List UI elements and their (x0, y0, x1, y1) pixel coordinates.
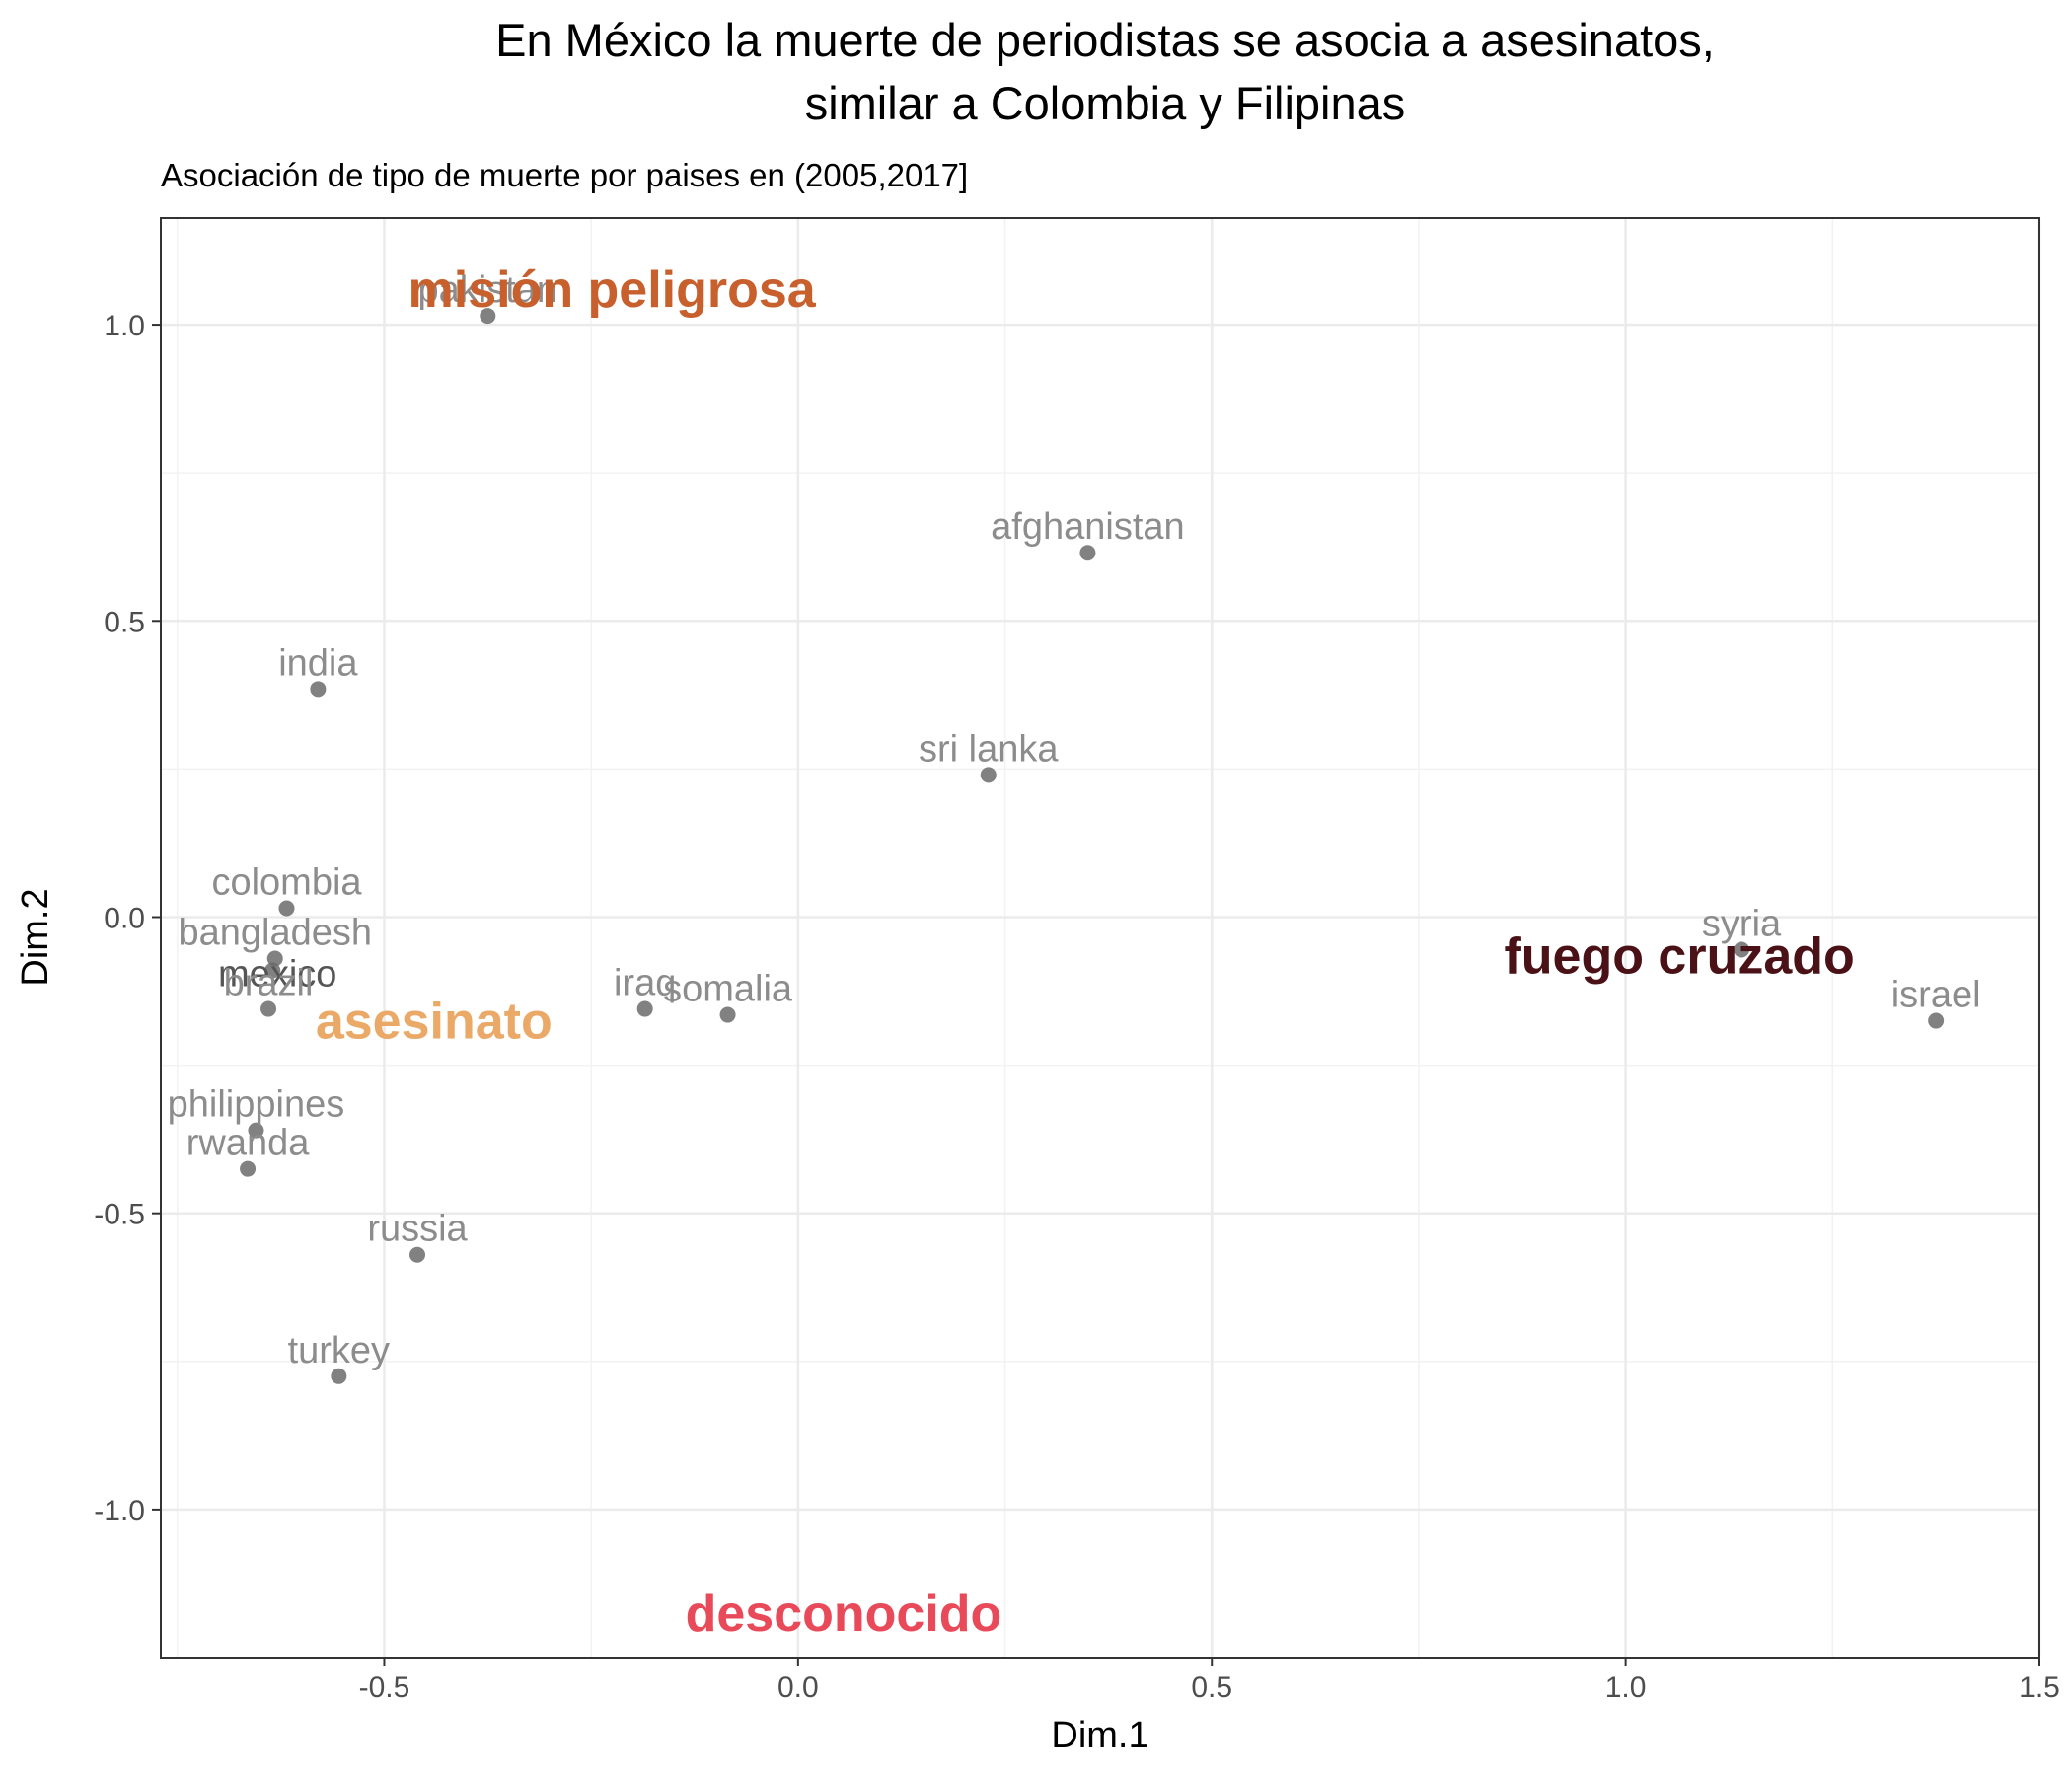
chart-title-line-1: En México la muerte de periodistas se as… (495, 14, 1715, 66)
points-layer (240, 308, 1945, 1384)
chart-title-line-2: similar a Colombia y Filipinas (805, 77, 1406, 129)
label-brazil: brazil (224, 963, 314, 1004)
category-asesinato: asesinato (316, 994, 553, 1051)
y-tick-label: 0.0 (104, 902, 145, 934)
point-russia (409, 1246, 426, 1263)
label-sri-lanka: sri lanka (919, 728, 1059, 770)
chart-subtitle: Asociación de tipo de muerte por paises … (161, 157, 968, 193)
country-labels: pakistan afghanistan india sri lanka colombi… (168, 269, 1981, 1371)
label-somalia: somalia (663, 969, 793, 1010)
label-turkey: turkey (288, 1330, 390, 1371)
label-bangladesh: bangladesh (178, 913, 372, 954)
point-syria (1734, 941, 1750, 958)
x-tick-label: -0.5 (359, 1671, 410, 1704)
point-india (310, 681, 327, 698)
label-mexico: mexico (218, 954, 336, 996)
point-iraq (636, 1000, 653, 1017)
point-mexico (264, 962, 281, 979)
label-rwanda: rwanda (186, 1123, 310, 1164)
point-colombia (278, 900, 295, 917)
point-philippines (248, 1122, 264, 1139)
point-somalia (719, 1006, 736, 1023)
y-tick-label: 0.5 (104, 606, 145, 638)
point-brazil (260, 1000, 277, 1017)
label-colombia: colombia (211, 861, 362, 903)
x-tick-label: 0.5 (1191, 1671, 1232, 1704)
point-rwanda (240, 1160, 257, 1177)
label-afghanistan: afghanistan (991, 506, 1185, 548)
point-bangladesh (266, 950, 283, 967)
x-tick-label: 0.0 (777, 1671, 819, 1704)
category-desconocido: desconocido (686, 1586, 1002, 1643)
plot-border (160, 217, 2040, 1659)
label-india: india (278, 642, 358, 684)
x-tick-label: 1.5 (2019, 1671, 2060, 1704)
y-tick-label: -1.0 (94, 1495, 145, 1527)
y-tick-label: 1.0 (104, 310, 145, 342)
category-fuego-cruzado: fuego cruzado (1504, 928, 1854, 986)
label-russia: russia (367, 1209, 468, 1250)
point-turkey (331, 1368, 347, 1384)
label-syria: syria (1702, 904, 1782, 945)
minor-grid (161, 218, 2039, 1658)
major-grid (161, 218, 2041, 1658)
x-axis-title: Dim.1 (1051, 1715, 1148, 1756)
point-pakistan (480, 308, 496, 325)
label-israel: israel (1891, 975, 1981, 1016)
point-sri-lanka (980, 767, 997, 783)
x-tick-label: 1.0 (1605, 1671, 1647, 1704)
label-iraq: iraq (614, 963, 676, 1004)
y-tick-label: -0.5 (94, 1199, 145, 1231)
y-axis: -1.0 -0.5 0.0 0.5 1.0 (94, 310, 161, 1527)
label-philippines: philippines (168, 1084, 345, 1126)
point-israel (1928, 1012, 1945, 1029)
label-pakistan: pakistan (418, 269, 558, 311)
plot-panel (161, 218, 2039, 1658)
x-axis: -0.5 0.0 0.5 1.0 1.5 (359, 1658, 2060, 1704)
point-afghanistan (1079, 545, 1096, 561)
category-labels: misión peligrosa fuego cruzado asesinato de… (316, 261, 1855, 1643)
y-axis-title: Dim.2 (15, 888, 56, 986)
category-misión-peligrosa: misión peligrosa (408, 261, 817, 319)
